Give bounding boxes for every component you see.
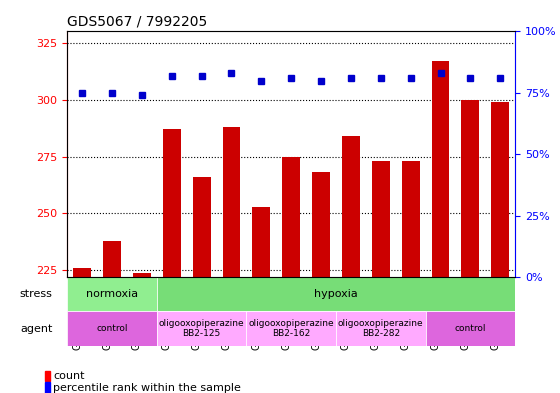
FancyBboxPatch shape bbox=[426, 311, 515, 346]
Bar bbox=[312, 173, 330, 277]
Bar bbox=[45, 382, 50, 393]
FancyBboxPatch shape bbox=[67, 311, 157, 346]
Text: percentile rank within the sample: percentile rank within the sample bbox=[53, 383, 241, 393]
Text: normoxia: normoxia bbox=[86, 289, 138, 299]
Text: hypoxia: hypoxia bbox=[314, 289, 358, 299]
FancyBboxPatch shape bbox=[246, 311, 336, 346]
Bar bbox=[253, 207, 270, 277]
Bar bbox=[45, 371, 50, 381]
Text: oligooxopiperazine
BB2-282: oligooxopiperazine BB2-282 bbox=[338, 319, 423, 338]
Bar bbox=[282, 156, 300, 277]
Text: agent: agent bbox=[20, 324, 52, 334]
FancyBboxPatch shape bbox=[157, 277, 515, 311]
Bar bbox=[73, 268, 91, 277]
Bar bbox=[133, 272, 151, 277]
Bar bbox=[193, 177, 211, 277]
Bar bbox=[491, 102, 509, 277]
Bar bbox=[402, 161, 419, 277]
FancyBboxPatch shape bbox=[336, 311, 426, 346]
FancyBboxPatch shape bbox=[67, 277, 157, 311]
Text: stress: stress bbox=[20, 289, 52, 299]
Text: control: control bbox=[96, 324, 128, 333]
Text: oligooxopiperazine
BB2-125: oligooxopiperazine BB2-125 bbox=[159, 319, 244, 338]
Text: control: control bbox=[455, 324, 486, 333]
Bar bbox=[461, 100, 479, 277]
Bar bbox=[342, 136, 360, 277]
Text: oligooxopiperazine
BB2-162: oligooxopiperazine BB2-162 bbox=[249, 319, 334, 338]
Bar bbox=[432, 61, 450, 277]
Text: GDS5067 / 7992205: GDS5067 / 7992205 bbox=[67, 15, 207, 29]
Bar bbox=[222, 127, 240, 277]
Bar bbox=[372, 161, 390, 277]
Text: count: count bbox=[53, 371, 85, 381]
FancyBboxPatch shape bbox=[157, 311, 246, 346]
Bar bbox=[163, 129, 181, 277]
Bar bbox=[103, 241, 121, 277]
